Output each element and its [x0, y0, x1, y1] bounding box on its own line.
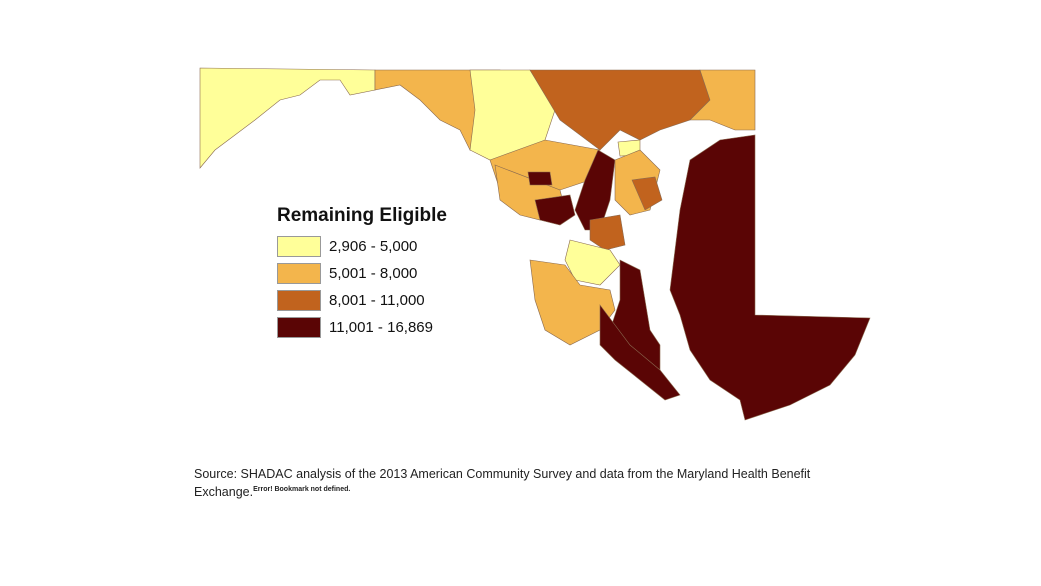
legend-swatch: [277, 263, 321, 284]
legend-label: 2,906 - 5,000: [329, 238, 418, 255]
legend-title: Remaining Eligible: [277, 205, 447, 226]
legend-item: 11,001 - 16,869: [277, 316, 447, 339]
legend-item: 5,001 - 8,000: [277, 262, 447, 285]
region-anne-arundel-east: [631, 176, 663, 211]
region-baltimore-county: [529, 69, 711, 151]
region-st-marys: [599, 304, 681, 401]
source-text: Source: SHADAC analysis of the 2013 Amer…: [194, 467, 811, 500]
region-central-south: [589, 214, 626, 251]
error-note: Error! Bookmark not defined.: [253, 486, 351, 493]
legend-label: 8,001 - 11,000: [329, 292, 425, 309]
legend-label: 5,001 - 8,000: [329, 265, 418, 282]
region-montgomery-south: [534, 194, 576, 226]
legend-swatch: [277, 236, 321, 257]
legend-swatch: [277, 317, 321, 338]
legend-label: 11,001 - 16,869: [329, 319, 433, 336]
legend-item: 8,001 - 11,000: [277, 289, 447, 312]
legend-item: 2,906 - 5,000: [277, 235, 447, 258]
source-note: Source: SHADAC analysis of the 2013 Amer…: [194, 466, 874, 500]
region-montgomery-north: [527, 171, 553, 186]
region-western-maryland: [199, 67, 376, 169]
region-harford-cecil: [689, 69, 756, 131]
region-charles: [564, 239, 621, 286]
legend-swatch: [277, 290, 321, 311]
region-eastern-shore: [669, 134, 871, 421]
map-legend: Remaining Eligible 2,906 - 5,000 5,001 -…: [277, 205, 447, 343]
